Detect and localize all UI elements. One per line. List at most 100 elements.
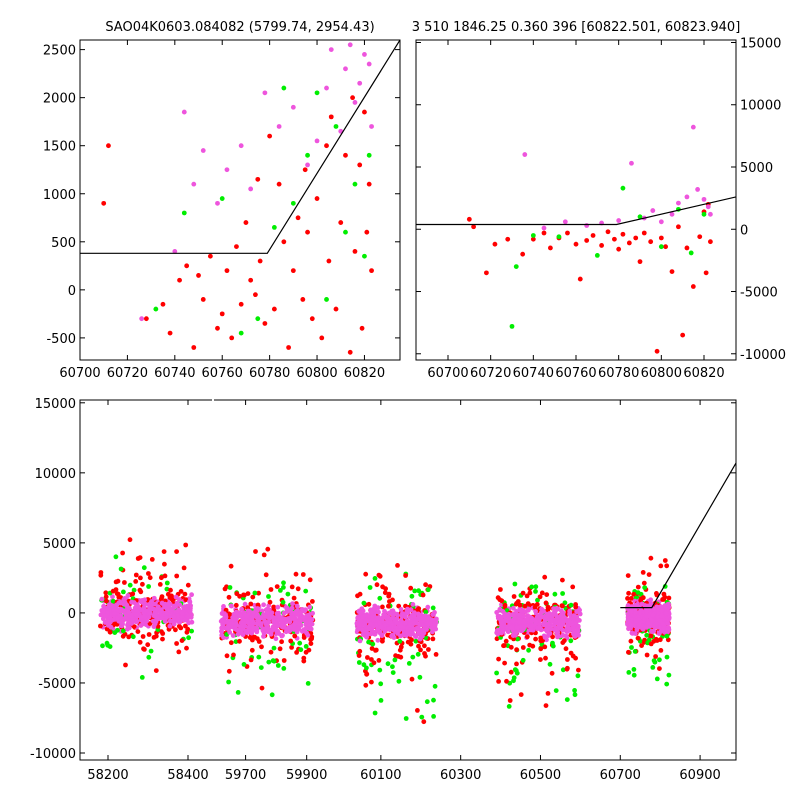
data-point: [290, 268, 296, 274]
data-point: [641, 230, 647, 236]
data-point: [369, 646, 375, 651]
axes-frame: [415, 39, 737, 361]
data-point: [127, 537, 133, 543]
data-point: [560, 632, 566, 638]
data-point: [393, 628, 399, 633]
data-point: [377, 620, 382, 626]
data-point: [292, 633, 298, 639]
scatter-points: [80, 40, 400, 355]
data-point: [310, 610, 315, 616]
data-point: [200, 297, 206, 302]
data-point: [256, 654, 262, 660]
data-point: [669, 269, 675, 274]
data-point: [253, 292, 258, 298]
data-point: [631, 667, 637, 672]
data-point: [366, 152, 372, 158]
data-point: [560, 627, 566, 633]
data-point: [376, 609, 381, 615]
data-point: [319, 335, 325, 341]
data-point: [703, 270, 709, 276]
data-point: [274, 584, 280, 589]
data-point: [497, 606, 503, 612]
data-point: [378, 624, 384, 630]
data-point: [409, 676, 415, 682]
data-point: [158, 609, 163, 615]
data-point: [219, 632, 225, 638]
data-point: [571, 613, 577, 618]
data-point: [324, 143, 329, 149]
data-point: [296, 626, 302, 632]
data-point: [110, 594, 115, 600]
data-point: [676, 224, 681, 230]
data-point: [505, 236, 511, 242]
data-point: [244, 630, 250, 636]
data-point: [281, 580, 286, 586]
data-point: [659, 608, 665, 613]
data-point: [120, 550, 125, 556]
data-point: [167, 330, 173, 336]
data-point: [112, 630, 118, 635]
data-point: [625, 573, 631, 578]
data-point: [228, 563, 234, 569]
data-point: [380, 584, 385, 590]
data-point: [226, 679, 232, 685]
data-point: [291, 626, 296, 632]
data-point: [177, 277, 182, 283]
data-point: [303, 588, 309, 594]
data-point: [504, 678, 509, 684]
data-point: [605, 229, 611, 235]
data-point: [370, 614, 375, 619]
data-point: [577, 607, 582, 613]
data-point: [653, 654, 658, 659]
data-point: [571, 625, 577, 631]
data-point: [666, 672, 672, 678]
data-point: [352, 249, 358, 254]
data-point: [155, 604, 161, 610]
data-point: [359, 325, 365, 331]
data-point: [160, 636, 165, 642]
right-panel-title: 3 510 1846.25 0.360 396 [60822.501, 6082…: [412, 20, 741, 35]
data-point: [680, 332, 686, 338]
data-point: [285, 591, 291, 597]
data-point: [104, 598, 109, 604]
data-point: [629, 160, 634, 166]
data-point: [279, 639, 284, 645]
data-point: [246, 625, 252, 631]
data-point: [238, 330, 244, 336]
data-point: [219, 629, 225, 634]
data-point: [638, 598, 644, 603]
data-point: [303, 649, 309, 655]
data-point: [328, 114, 334, 120]
data-point: [644, 614, 650, 619]
y-tick-label: 5000: [43, 537, 76, 552]
data-point: [232, 615, 238, 620]
data-point: [147, 575, 153, 581]
data-point: [286, 345, 291, 350]
data-point: [398, 644, 404, 650]
data-point: [231, 652, 236, 658]
data-point: [280, 622, 286, 627]
data-point: [640, 570, 646, 575]
data-point: [276, 613, 282, 619]
data-point: [162, 618, 168, 624]
data-point: [541, 230, 547, 236]
data-point: [362, 613, 367, 618]
data-point: [357, 622, 363, 628]
data-point: [662, 594, 668, 600]
data-point: [553, 688, 559, 693]
data-point: [420, 628, 426, 633]
data-point: [356, 660, 362, 665]
data-point: [545, 607, 551, 613]
data-point: [403, 573, 408, 578]
data-point: [359, 627, 365, 633]
data-point: [378, 681, 384, 687]
data-point: [111, 611, 117, 616]
data-point: [658, 563, 664, 569]
data-point: [635, 635, 641, 641]
data-point: [635, 584, 641, 590]
data-point: [543, 600, 549, 606]
y-tick-label: 0: [68, 607, 76, 622]
data-point: [237, 593, 243, 599]
data-point: [657, 666, 662, 671]
data-point: [245, 591, 251, 596]
